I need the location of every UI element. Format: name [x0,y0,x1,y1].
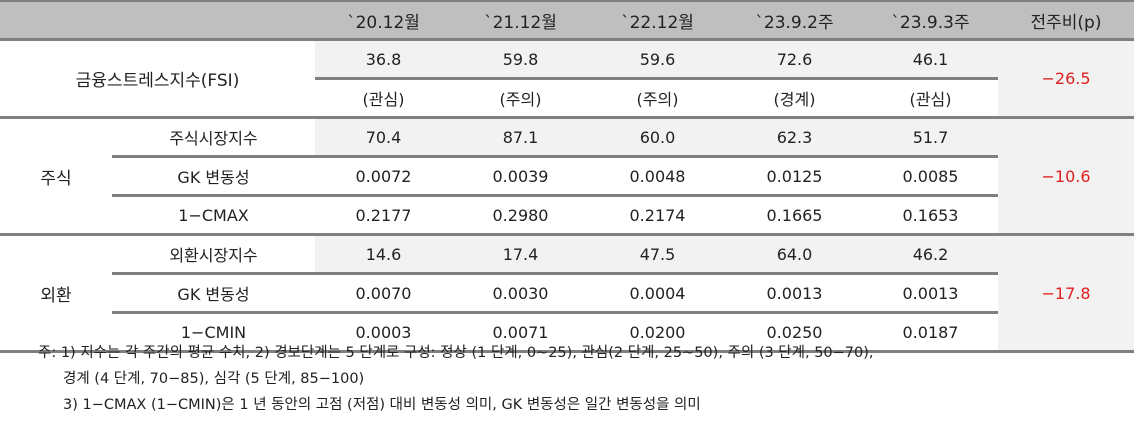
header-corner [0,0,315,41]
row-label: 주식시장지수 [112,117,315,158]
fsi-value: 59.6 [589,39,726,80]
footnote-line-1: 주: 1) 지수는 각 주간의 평균 수치, 2) 경보단계는 5 단계로 구성… [38,345,874,361]
row-label: GK 변동성 [112,273,315,314]
group-label-fx: 외환 [0,234,112,353]
group-label-stock: 주식 [0,117,112,236]
fsi-value: 36.8 [315,39,452,80]
fsi-change: −26.5 [998,39,1134,119]
cell-value: 87.1 [452,117,589,158]
cell-value: 0.0039 [452,156,589,197]
cell-value: 0.1665 [726,195,863,236]
cell-value: 0.0072 [315,156,452,197]
cell-value: 60.0 [589,117,726,158]
fsi-level: (주의) [589,78,726,119]
fx-change: −17.8 [998,234,1134,353]
stock-change: −10.6 [998,117,1134,236]
header-col-2021-12: `21.12월 [452,0,589,41]
table-row-stock-gk: GK 변동성 0.0072 0.0039 0.0048 0.0125 0.008… [0,156,1134,197]
footnote-line-2: 경계 (4 단계, 70−85), 심각 (5 단계, 85−100) [63,371,365,387]
header-col-2023-9-w3: `23.9.3주 [863,0,998,41]
cell-value: 0.0071 [452,312,589,353]
row-label: 1−CMIN [112,312,315,353]
table-row-fx-gk: GK 변동성 0.0070 0.0030 0.0004 0.0013 0.001… [0,273,1134,314]
fsi-value: 46.1 [863,39,998,80]
header-col-2023-9-w2: `23.9.2주 [726,0,863,41]
table-row-fx-index: 외환 외환시장지수 14.6 17.4 47.5 64.0 46.2 −17.8 [0,234,1134,353]
fsi-level: (관심) [863,78,998,119]
cell-value: 70.4 [315,117,452,158]
cell-value: 0.0013 [863,273,998,314]
table-row-fsi-value: 금융스트레스지수(FSI) 36.8 59.8 59.6 72.6 46.1 −… [0,39,1134,119]
cell-value: 47.5 [589,234,726,275]
cell-value: 0.0004 [589,273,726,314]
cell-value: 17.4 [452,234,589,275]
row-label: GK 변동성 [112,156,315,197]
cell-value: 0.0070 [315,273,452,314]
cell-value: 0.0085 [863,156,998,197]
table-row-fx-cmin: 1−CMIN 0.0003 0.0071 0.0200 0.0250 0.018… [0,312,1134,353]
cell-value: 0.0003 [315,312,452,353]
cell-value: 46.2 [863,234,998,275]
cell-value: 0.2980 [452,195,589,236]
cell-value: 0.0013 [726,273,863,314]
cell-value: 0.0187 [863,312,998,353]
cell-value: 64.0 [726,234,863,275]
header-col-2022-12: `22.12월 [589,0,726,41]
cell-value: 14.6 [315,234,452,275]
cell-value: 0.0048 [589,156,726,197]
cell-value: 62.3 [726,117,863,158]
row-label: 1−CMAX [112,195,315,236]
fsi-value: 72.6 [726,39,863,80]
fsi-table: `20.12월 `21.12월 `22.12월 `23.9.2주 `23.9.3… [0,0,1134,353]
fsi-level: (관심) [315,78,452,119]
cell-value: 0.2174 [589,195,726,236]
header-col-change: 전주비(p) [998,0,1134,41]
cell-value: 0.1653 [863,195,998,236]
header-col-2020-12: `20.12월 [315,0,452,41]
table-row-stock-index: 주식 주식시장지수 70.4 87.1 60.0 62.3 51.7 −10.6 [0,117,1134,236]
footnotes: 주: 1) 지수는 각 주간의 평균 수치, 2) 경보단계는 5 단계로 구성… [38,340,874,418]
fsi-level: (주의) [452,78,589,119]
cell-value: 0.0250 [726,312,863,353]
cell-value: 0.0125 [726,156,863,197]
fsi-level: (경계) [726,78,863,119]
row-label: 외환시장지수 [112,234,315,275]
header-row: `20.12월 `21.12월 `22.12월 `23.9.2주 `23.9.3… [0,0,1134,41]
table-row-fsi-level: (관심) (주의) (주의) (경계) (관심) [0,78,1134,119]
table-row-stock-cmax: 1−CMAX 0.2177 0.2980 0.2174 0.1665 0.165… [0,195,1134,236]
cell-value: 51.7 [863,117,998,158]
fsi-value: 59.8 [452,39,589,80]
cell-value: 0.0200 [589,312,726,353]
footnote-line-3: 3) 1−CMAX (1−CMIN)은 1 년 동안의 고점 (저점) 대비 변… [63,397,701,413]
cell-value: 0.2177 [315,195,452,236]
row-label-fsi: 금융스트레스지수(FSI) [0,39,315,119]
cell-value: 0.0030 [452,273,589,314]
